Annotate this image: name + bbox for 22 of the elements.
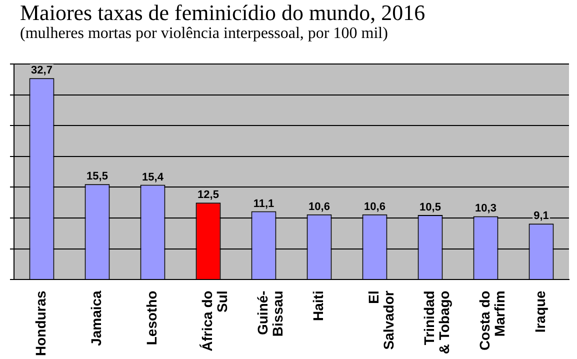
x-tick-label: África do Sul bbox=[199, 290, 230, 352]
x-tick-label: Costa do Marfim bbox=[476, 290, 508, 351]
data-label: 10,5 bbox=[420, 201, 441, 214]
x-tick-label: El Salvador bbox=[366, 290, 396, 350]
data-label: 15,4 bbox=[142, 171, 164, 184]
data-label: 15,5 bbox=[86, 170, 108, 183]
x-tick-label: Honduras bbox=[32, 290, 49, 356]
data-label: 9,1 bbox=[534, 210, 549, 222]
x-tick-label: Haiti bbox=[310, 290, 326, 322]
x-tick-label: Iraque bbox=[532, 290, 548, 333]
data-label: 10,6 bbox=[364, 200, 386, 213]
x-tick-label: Jamaica bbox=[88, 290, 104, 346]
x-tick-label: Lesotho bbox=[144, 290, 160, 346]
x-tick-label: Trinidad & Tobago bbox=[421, 290, 452, 354]
data-label: 12,5 bbox=[198, 189, 219, 202]
data-label: 32,7 bbox=[31, 64, 52, 77]
data-label: 10,3 bbox=[475, 202, 496, 215]
x-tick-label: Guiné-Bissau bbox=[254, 290, 286, 337]
chart-title: Maiores taxas de feminicídio do mundo, 2016 bbox=[20, 0, 426, 26]
data-label: 10,6 bbox=[308, 200, 330, 213]
chart-subtitle: (mulheres mortas por violência interpessoal, por 100 mil) bbox=[20, 25, 388, 43]
data-label: 11,1 bbox=[253, 198, 274, 210]
